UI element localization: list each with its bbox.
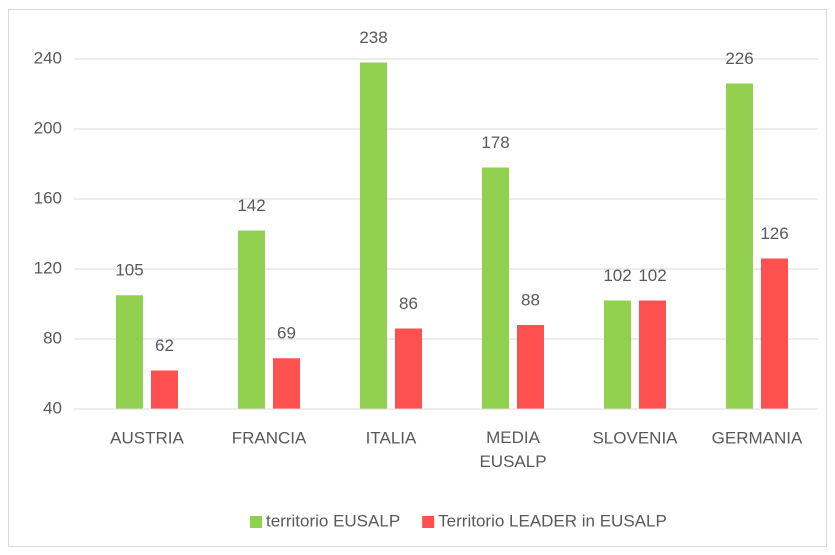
data-label: 238: [359, 28, 387, 47]
data-label: 126: [760, 224, 788, 243]
data-label: 69: [277, 324, 296, 343]
y-tick-label: 240: [34, 48, 62, 67]
data-label: 102: [638, 266, 666, 285]
x-tick-label: AUSTRIA: [110, 428, 184, 447]
data-label: 178: [481, 133, 509, 152]
bar: [238, 230, 265, 409]
y-tick-label: 200: [34, 118, 62, 137]
chart-border: [8, 9, 827, 547]
x-tick-label: FRANCIA: [232, 428, 307, 447]
bar: [395, 328, 422, 409]
data-label: 62: [155, 336, 174, 355]
bar: [151, 370, 178, 409]
legend-swatch: [250, 516, 262, 528]
bar: [726, 83, 753, 409]
x-tick-label: SLOVENIA: [592, 428, 678, 447]
legend-swatch: [422, 516, 435, 528]
bar: [517, 325, 544, 409]
x-tick-label: ITALIA: [366, 428, 417, 447]
data-label: 226: [725, 49, 753, 68]
legend-label: Territorio LEADER in EUSALP: [438, 511, 667, 530]
x-tick-label: MEDIA EUSALP: [479, 428, 546, 471]
data-label: 102: [603, 266, 631, 285]
data-label: 86: [399, 294, 418, 313]
bar: [761, 258, 788, 409]
bar: [116, 295, 143, 409]
bar: [482, 167, 509, 409]
y-tick-label: 120: [34, 258, 62, 277]
legend-label: territorio EUSALP: [266, 511, 400, 530]
y-tick-label: 160: [34, 188, 62, 207]
data-label: 88: [521, 290, 540, 309]
bar: [273, 358, 300, 409]
bar: [360, 62, 387, 409]
data-label: 142: [237, 196, 265, 215]
y-tick-label: 40: [43, 398, 62, 417]
x-tick-label: GERMANIA: [712, 428, 803, 447]
bar: [639, 300, 666, 409]
y-tick-label: 80: [43, 328, 62, 347]
bar: [604, 300, 631, 409]
data-label: 105: [115, 261, 143, 280]
